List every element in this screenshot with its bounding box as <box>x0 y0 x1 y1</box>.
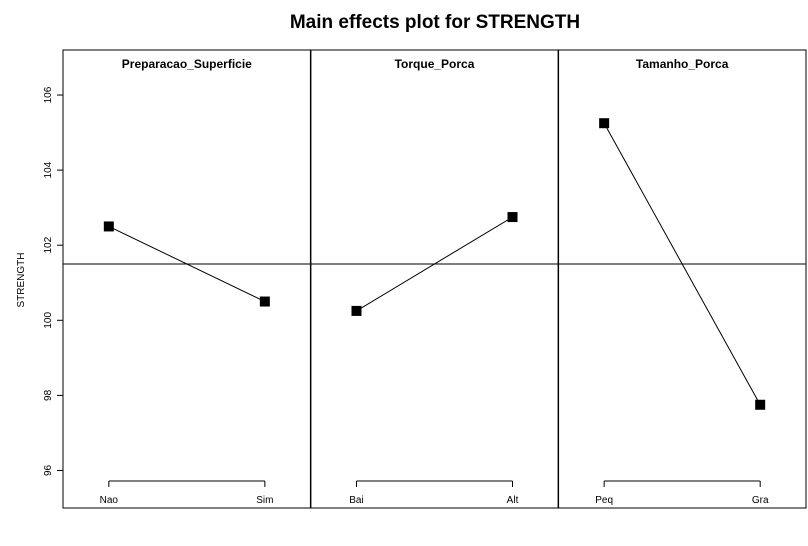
mean-point <box>507 212 518 223</box>
mean-point <box>599 118 610 129</box>
y-tick-label: 104 <box>43 161 54 178</box>
y-tick-label: 96 <box>43 464 54 476</box>
panel-title: Preparacao_Superficie <box>122 57 252 71</box>
y-tick-label: 100 <box>43 312 54 329</box>
y-axis-label: STRENGTH <box>16 253 27 308</box>
panel-title: Tamanho_Porca <box>636 57 729 71</box>
level-label: Bai <box>349 495 363 506</box>
chart-title: Main effects plot for STRENGTH <box>289 12 581 33</box>
effect-line <box>108 225 266 302</box>
mean-point <box>103 221 114 232</box>
level-label: Peq <box>595 495 613 506</box>
y-tick-label: 106 <box>43 86 54 103</box>
effect-line <box>603 122 761 406</box>
level-label: Gra <box>752 495 769 506</box>
mean-point <box>351 305 362 316</box>
y-tick-label: 102 <box>43 236 54 253</box>
mean-point <box>755 399 766 410</box>
mean-point <box>259 296 270 307</box>
plot-frame <box>62 49 807 509</box>
effect-line <box>356 216 513 312</box>
y-tick-label: 98 <box>43 389 54 401</box>
level-label: Alt <box>507 495 519 506</box>
level-label: Nao <box>100 495 119 506</box>
level-label: Sim <box>256 495 273 506</box>
panel-title: Torque_Porca <box>395 57 475 71</box>
